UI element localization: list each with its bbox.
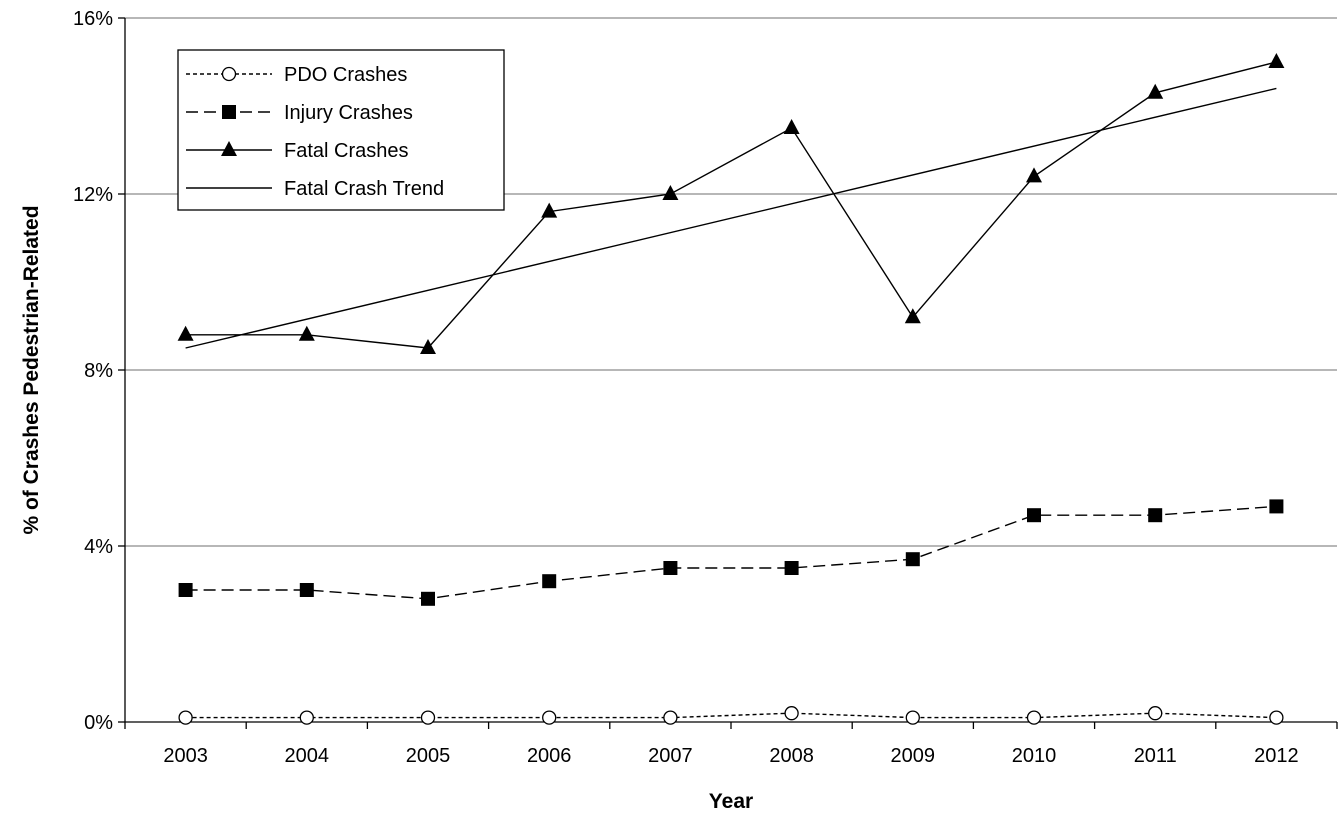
axes bbox=[118, 17, 1338, 729]
data-point bbox=[178, 583, 193, 597]
data-point bbox=[1148, 706, 1163, 721]
data-point bbox=[783, 119, 800, 134]
data-point bbox=[178, 710, 193, 725]
x-tick-label: 2008 bbox=[769, 745, 814, 767]
legend-item: Injury Crashes bbox=[186, 102, 413, 124]
data-point bbox=[1027, 508, 1041, 523]
legend-label: Injury Crashes bbox=[284, 102, 413, 124]
y-tick-label: 8% bbox=[84, 360, 113, 382]
y-tick-labels: 0% 4% 8% 12% 16% bbox=[73, 8, 113, 734]
data-point bbox=[905, 552, 920, 567]
x-tick-label: 2010 bbox=[1012, 745, 1057, 767]
data-point bbox=[421, 591, 435, 606]
series-fatal-crash-trend bbox=[185, 87, 1277, 349]
y-axis-title: % of Crashes Pedestrian-Related bbox=[20, 205, 43, 534]
x-tick-label: 2012 bbox=[1254, 745, 1299, 767]
series-fatal-crashes bbox=[177, 53, 1285, 354]
y-tick-label: 16% bbox=[73, 8, 113, 30]
data-point bbox=[177, 325, 194, 341]
data-point bbox=[1269, 710, 1284, 725]
legend: PDO Crashes Injury Crashes Fatal Crashes Fa… bbox=[177, 49, 505, 211]
data-point bbox=[541, 202, 558, 218]
data-point bbox=[542, 574, 557, 589]
legend-item: PDO Crashes bbox=[186, 64, 407, 86]
data-point bbox=[1147, 83, 1164, 99]
series-line bbox=[185, 61, 1277, 349]
trend-line bbox=[185, 87, 1277, 349]
series-pdo-crashes bbox=[178, 706, 1284, 725]
x-tick-label: 2005 bbox=[406, 745, 451, 767]
data-point bbox=[299, 710, 314, 725]
x-tick-label: 2007 bbox=[648, 745, 693, 767]
series-group bbox=[177, 53, 1285, 725]
legend-item: Fatal Crash Trend bbox=[186, 178, 444, 200]
data-point bbox=[904, 308, 921, 324]
x-axis-title: Year bbox=[709, 790, 753, 813]
legend-swatch-marker bbox=[221, 141, 237, 156]
data-point bbox=[1026, 710, 1042, 725]
series-injury-crashes bbox=[178, 499, 1284, 606]
data-point bbox=[420, 710, 436, 725]
data-point bbox=[1026, 167, 1042, 183]
data-point bbox=[298, 325, 315, 341]
legend-item: Fatal Crashes bbox=[186, 140, 409, 162]
data-point bbox=[784, 561, 799, 575]
legend-label: Fatal Crashes bbox=[284, 140, 409, 162]
data-point bbox=[1269, 499, 1284, 514]
series-line bbox=[185, 712, 1277, 719]
x-tick-label: 2011 bbox=[1134, 745, 1177, 767]
legend-swatch-marker bbox=[222, 105, 236, 119]
data-point bbox=[784, 706, 799, 721]
series-line bbox=[185, 505, 1277, 600]
data-point bbox=[299, 583, 314, 597]
data-point bbox=[663, 710, 678, 725]
legend-swatch-marker bbox=[221, 66, 237, 82]
x-tick-labels: 2003 2004 2005 2006 2007 2008 2009 2010 2011 2012 bbox=[163, 745, 1298, 767]
y-tick-label: 0% bbox=[84, 712, 113, 734]
data-point bbox=[1268, 53, 1285, 68]
x-tick-label: 2006 bbox=[527, 745, 572, 767]
x-tick-label: 2004 bbox=[285, 745, 330, 767]
legend-label: Fatal Crash Trend bbox=[284, 178, 444, 200]
data-point bbox=[420, 339, 436, 354]
data-point bbox=[905, 710, 920, 725]
y-tick-label: 4% bbox=[84, 536, 113, 558]
x-tick-label: 2003 bbox=[163, 745, 208, 767]
data-point bbox=[663, 561, 678, 575]
legend-label: PDO Crashes bbox=[284, 64, 407, 86]
y-tick-label: 12% bbox=[73, 184, 113, 206]
data-point bbox=[542, 710, 557, 725]
data-point bbox=[1148, 508, 1163, 523]
x-tick-label: 2009 bbox=[891, 745, 936, 767]
data-point bbox=[662, 185, 679, 200]
